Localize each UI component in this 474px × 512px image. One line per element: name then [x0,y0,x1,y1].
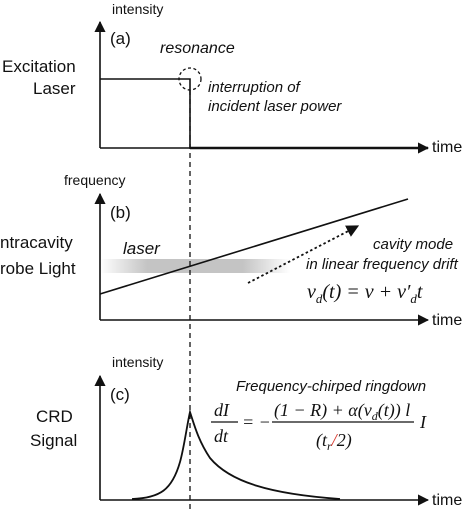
mode-label-line-2: in linear frequency drift [306,256,459,273]
panel-b-row-label-2: robe Light [0,259,76,278]
panel-c-label: (c) [110,385,130,404]
laser-label: laser [123,239,161,258]
eq-tail: t [417,281,423,303]
eq-equals: = − [242,412,271,432]
panel-a-row-label-2: Laser [33,79,76,98]
eq-denominator: (tr/2) [316,430,352,453]
panel-b-x-axis-label: time [432,312,462,329]
panel-a-row-label-1: Excitation [2,57,76,76]
laser-frequency-band [100,259,290,273]
panel-c-y-axis-label: intensity [112,354,163,370]
eq-dI: dI [214,400,230,420]
panel-c-x-axis-label: time [432,492,462,509]
panel-b-row-label-1: ntracavity [0,233,73,252]
excitation-laser-trace [100,78,191,148]
eq-rhs-sub: d [410,291,417,306]
mode-label-line-1: cavity mode [373,236,453,253]
ringdown-curve [131,408,341,500]
panel-c-row-label-2: Signal [30,431,77,450]
panel-b-y-axis-label: frequency [64,172,125,188]
panel-a-label: (a) [110,29,131,48]
panel-b-label: (b) [110,203,131,222]
eq-lhs-sub: d [316,291,323,306]
eq-trailing-I: I [419,412,427,432]
panel-c: intensity (c) time CRD Signal Frequency-… [30,354,462,509]
panel-a-x-axis-label: time [432,139,462,156]
resonance-label: resonance [160,40,235,57]
cavity-mode-line [99,198,409,295]
panel-c-row-label-1: CRD [36,407,73,426]
eq-den-main: (t [316,430,328,451]
panel-a: intensity (a) time Excitation Laser reso… [2,1,462,156]
eq-lhs: ν [307,281,316,303]
panel-a-y-axis-label: intensity [112,1,163,17]
eq-num-tail: (t)) l [378,400,410,421]
drift-equation: νd(t) = ν + ν′dt [307,281,423,306]
annotation-line-1: interruption of [208,79,302,96]
eq-dt: dt [214,426,229,446]
eq-num-main: (1 − R) + α(ν [274,400,372,421]
eq-rhs: (t) = ν + ν′ [322,281,411,303]
eq-numerator: (1 − R) + α(νd(t)) l [274,400,410,423]
eq-den-sub: r [327,439,332,453]
drift-arrow [247,225,360,284]
panel-b: frequency (b) time ntracavity robe Light… [0,172,462,329]
eq-num-sub: d [372,409,379,423]
annotation-line-2: incident laser power [208,98,342,115]
eq-den-tail: 2) [337,430,352,451]
eq-den-slash: / [331,430,339,450]
panel-c-title: Frequency-chirped ringdown [236,378,426,395]
